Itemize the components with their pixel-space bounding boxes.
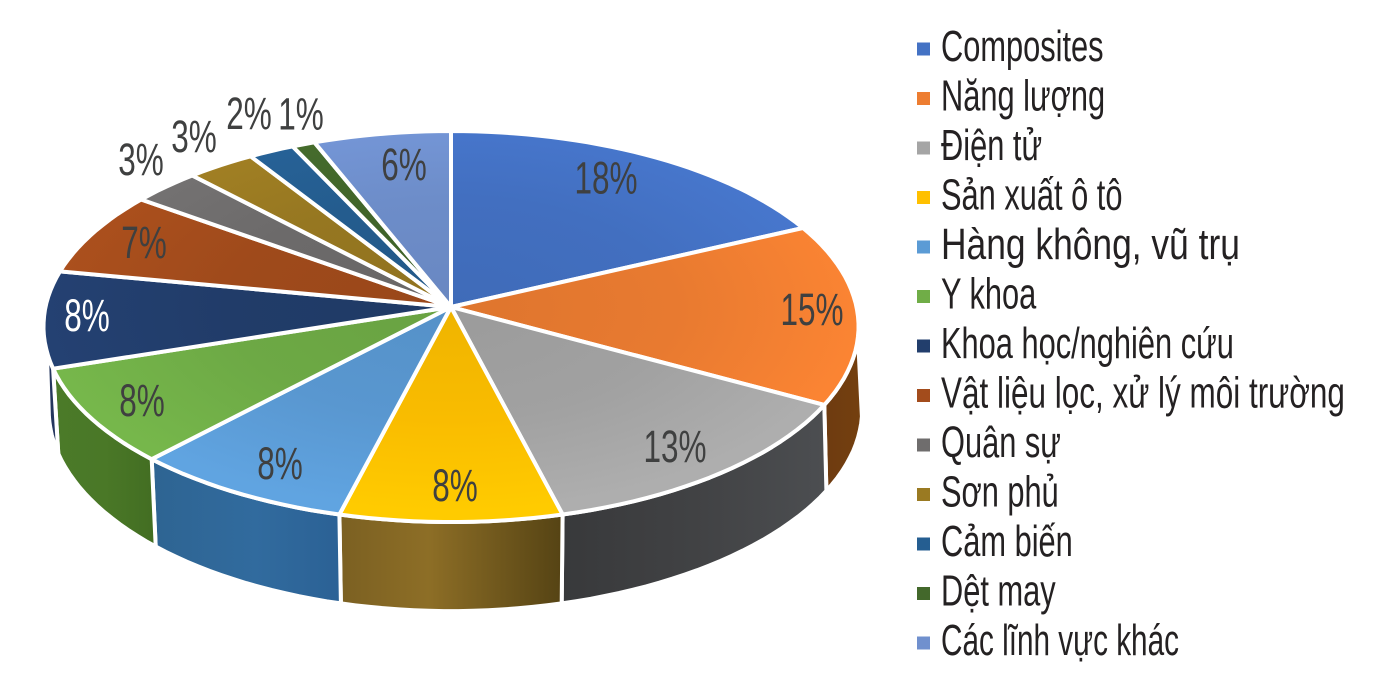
svg-text:18%: 18% [574, 154, 637, 204]
svg-text:13%: 13% [643, 423, 706, 473]
svg-text:3%: 3% [118, 136, 164, 186]
svg-text:8%: 8% [119, 377, 165, 427]
svg-text:Dệt may: Dệt may [941, 567, 1056, 616]
svg-text:Vật liệu lọc, xử lý môi trường: Vật liệu lọc, xử lý môi trường [941, 369, 1345, 418]
svg-text:Năng lượng: Năng lượng [941, 72, 1105, 121]
svg-text:Điện tử: Điện tử [941, 122, 1042, 171]
svg-text:Sản xuất ô tô: Sản xuất ô tô [941, 171, 1122, 220]
svg-text:7%: 7% [121, 219, 167, 269]
svg-text:Quân sự: Quân sự [941, 419, 1061, 468]
svg-text:15%: 15% [780, 286, 843, 336]
svg-text:Các lĩnh vực khác: Các lĩnh vực khác [941, 617, 1179, 666]
svg-text:Khoa học/nghiên cứu: Khoa học/nghiên cứu [941, 320, 1234, 369]
svg-text:8%: 8% [257, 440, 303, 490]
svg-text:6%: 6% [381, 141, 427, 191]
svg-text:1%: 1% [278, 90, 324, 140]
svg-text:3%: 3% [171, 113, 217, 163]
svg-text:Hàng không, vũ trụ: Hàng không, vũ trụ [941, 221, 1240, 270]
svg-text:2%: 2% [226, 90, 272, 140]
svg-text:Composites: Composites [941, 23, 1104, 72]
svg-text:Cảm biến: Cảm biến [941, 518, 1073, 567]
svg-text:Y khoa: Y khoa [941, 270, 1037, 319]
svg-text:Sơn phủ: Sơn phủ [941, 468, 1059, 517]
svg-text:8%: 8% [432, 462, 478, 512]
svg-text:8%: 8% [64, 292, 110, 342]
